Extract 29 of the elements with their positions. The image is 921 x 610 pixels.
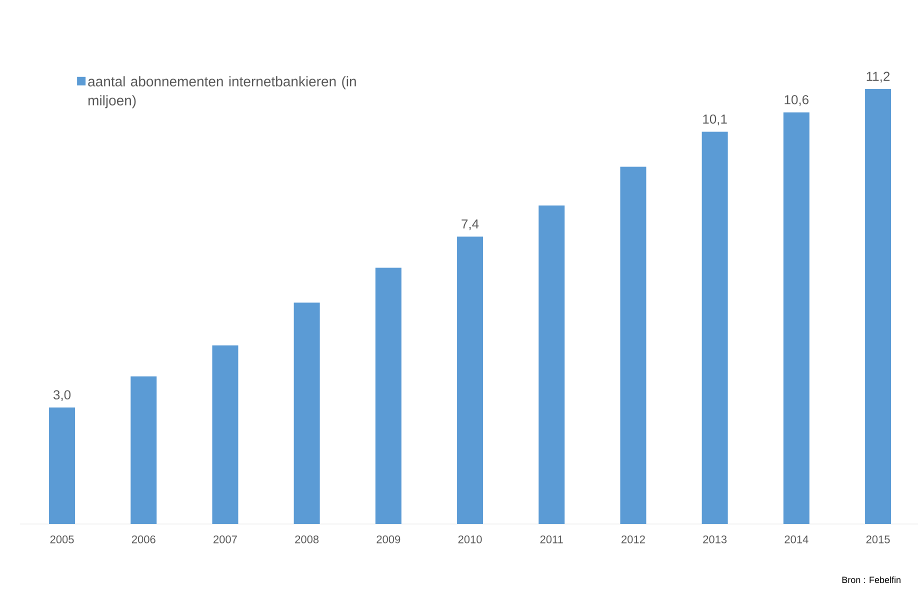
bar [130,376,157,524]
data-label: 7,4 [462,220,479,230]
legend-label: aantal abonnementen internetbankieren (in miljoen) [88,76,356,108]
x-tick-label: 2011 [540,536,563,544]
bar [212,345,238,524]
bar [865,89,892,524]
bar [783,112,810,524]
x-tick-label: 2013 [703,536,727,544]
data-label: 3,0 [53,390,71,401]
bar [294,302,320,524]
x-tick-label: 2010 [458,536,482,544]
data-label: 11,2 [866,72,890,83]
data-label: 10,1 [703,114,727,126]
bar [375,268,402,524]
x-tick-label: 2005 [50,536,74,544]
x-tick-label: 2007 [214,536,237,544]
x-tick-label: 2015 [866,536,890,544]
x-tick-label: 2014 [784,536,808,544]
x-tick-label: 2006 [132,536,156,544]
bar [457,236,484,524]
bar [702,132,728,524]
x-tick-label: 2008 [295,536,319,544]
bar [538,206,565,524]
text: Bron : Febelfin [842,576,900,584]
bar [620,166,646,524]
data-label: 10,6 [784,95,808,106]
x-tick-label: 2012 [622,536,645,544]
x-tick-label: 2009 [376,536,400,544]
bar [49,407,76,524]
